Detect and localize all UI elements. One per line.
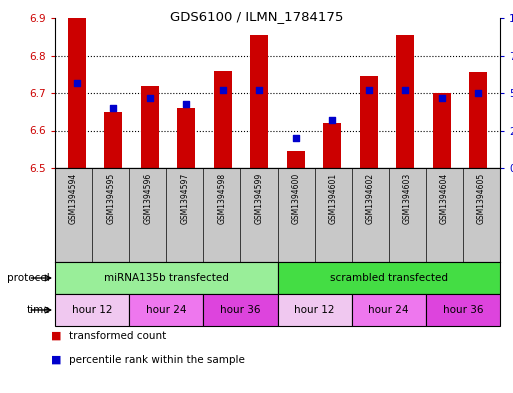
Point [109, 105, 117, 111]
Text: GSM1394605: GSM1394605 [477, 173, 486, 224]
Point [182, 100, 190, 107]
Point [73, 79, 81, 86]
Bar [55, 294, 129, 326]
Bar [203, 294, 278, 326]
Point [365, 87, 373, 93]
Text: hour 36: hour 36 [220, 305, 261, 315]
Bar [214, 70, 232, 168]
Text: ■: ■ [51, 331, 62, 341]
Text: GSM1394599: GSM1394599 [254, 173, 264, 224]
Text: GSM1394601: GSM1394601 [329, 173, 338, 224]
Bar [426, 294, 500, 326]
Bar [323, 123, 341, 168]
Text: hour 36: hour 36 [443, 305, 483, 315]
Bar [55, 262, 278, 294]
Bar [129, 294, 203, 326]
Text: GSM1394597: GSM1394597 [180, 173, 189, 224]
Bar [278, 294, 352, 326]
Text: GSM1394602: GSM1394602 [366, 173, 374, 224]
Text: scrambled transfected: scrambled transfected [330, 273, 448, 283]
Bar [469, 72, 487, 168]
Point [291, 135, 300, 141]
Text: hour 24: hour 24 [368, 305, 409, 315]
Text: GSM1394603: GSM1394603 [403, 173, 412, 224]
Point [474, 90, 482, 96]
Text: protocol: protocol [7, 273, 50, 283]
Text: hour 12: hour 12 [294, 305, 335, 315]
Text: GSM1394595: GSM1394595 [106, 173, 115, 224]
Bar [141, 86, 159, 168]
Text: transformed count: transformed count [69, 331, 167, 341]
Bar [432, 93, 451, 168]
Point [146, 94, 154, 101]
Text: GSM1394604: GSM1394604 [440, 173, 449, 224]
Bar [278, 262, 500, 294]
Point [255, 87, 263, 93]
Bar [68, 18, 86, 168]
Text: time: time [26, 305, 50, 315]
Point [328, 117, 337, 123]
Text: hour 24: hour 24 [146, 305, 187, 315]
Text: GSM1394598: GSM1394598 [218, 173, 226, 224]
Bar [250, 35, 268, 168]
Bar [287, 151, 305, 168]
Bar [352, 294, 426, 326]
Point [219, 87, 227, 93]
Text: miRNA135b transfected: miRNA135b transfected [104, 273, 229, 283]
Bar [396, 35, 415, 168]
Text: GSM1394600: GSM1394600 [291, 173, 301, 224]
Text: GDS6100 / ILMN_1784175: GDS6100 / ILMN_1784175 [170, 10, 343, 23]
Bar [104, 112, 123, 168]
Text: GSM1394596: GSM1394596 [143, 173, 152, 224]
Text: hour 12: hour 12 [72, 305, 112, 315]
Point [401, 87, 409, 93]
Bar [177, 108, 195, 168]
Text: ■: ■ [51, 354, 62, 365]
Text: GSM1394594: GSM1394594 [69, 173, 78, 224]
Bar [360, 76, 378, 168]
Text: percentile rank within the sample: percentile rank within the sample [69, 354, 245, 365]
Point [438, 94, 446, 101]
